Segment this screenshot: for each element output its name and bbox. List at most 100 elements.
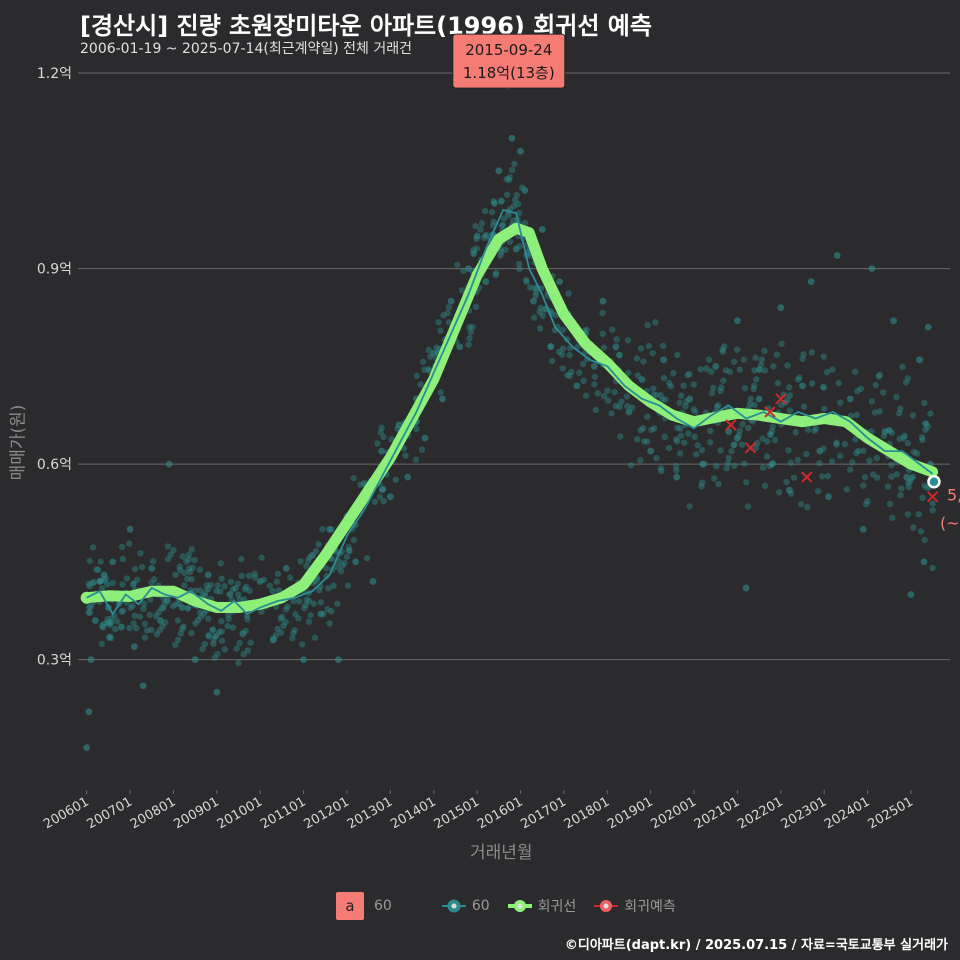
scatter-point bbox=[224, 622, 231, 630]
scatter-point bbox=[847, 412, 855, 419]
scatter-point bbox=[641, 438, 648, 445]
scatter-point bbox=[134, 576, 141, 584]
scatter-point bbox=[900, 435, 908, 442]
scatter-point bbox=[923, 420, 930, 427]
scatter-point bbox=[820, 384, 828, 391]
scatter-point bbox=[322, 565, 330, 572]
scatter-point bbox=[710, 384, 717, 392]
x-tick-label: 201601 bbox=[475, 794, 525, 832]
scatter-point bbox=[698, 483, 705, 490]
scatter-point bbox=[756, 366, 763, 373]
scatter-point bbox=[508, 166, 516, 174]
scatter-point bbox=[186, 568, 194, 576]
scatter-point bbox=[380, 433, 387, 441]
scatter-point bbox=[131, 612, 139, 619]
scatter-point bbox=[917, 528, 925, 535]
scatter-point bbox=[521, 219, 529, 227]
scatter-point bbox=[761, 482, 769, 490]
scatter-point bbox=[305, 618, 313, 625]
scatter-point bbox=[196, 587, 204, 594]
scatter-point bbox=[326, 620, 333, 627]
scatter-point bbox=[491, 199, 498, 207]
scatter-point bbox=[728, 447, 735, 455]
scatter-point bbox=[204, 571, 212, 579]
scatter-point bbox=[616, 351, 623, 359]
scatter-point bbox=[924, 423, 932, 430]
last-trade-point bbox=[927, 474, 941, 489]
scatter-point bbox=[876, 408, 884, 415]
scatter-point bbox=[651, 425, 658, 432]
scatter-point bbox=[766, 430, 774, 438]
scatter-point bbox=[179, 553, 186, 560]
scatter-point bbox=[234, 580, 242, 587]
scatter-point bbox=[200, 610, 207, 617]
scatter-point bbox=[785, 447, 792, 454]
scatter-point bbox=[470, 249, 477, 256]
scatter-point bbox=[852, 436, 859, 443]
scatter-point bbox=[251, 574, 259, 581]
scatter-point bbox=[130, 620, 137, 627]
scatter-point bbox=[677, 425, 684, 432]
scatter-point bbox=[404, 473, 412, 481]
scatter-point bbox=[536, 308, 543, 316]
scatter-point bbox=[112, 625, 119, 633]
scatter-point bbox=[218, 618, 225, 625]
scatter-point bbox=[505, 176, 513, 184]
scatter-point bbox=[125, 540, 133, 547]
scatter-point bbox=[256, 578, 264, 585]
scatter-point bbox=[334, 600, 341, 607]
scatter-point bbox=[722, 367, 730, 374]
scatter-point bbox=[647, 447, 655, 455]
scatter-point bbox=[713, 462, 720, 470]
scatter-point bbox=[812, 425, 820, 432]
scatter-point bbox=[552, 312, 560, 319]
footer-credit: ©디아파트(dapt.kr) / 2025.07.15 / 자료=국토교통부 실… bbox=[564, 938, 948, 953]
scatter-point bbox=[258, 554, 265, 561]
scatter-point bbox=[734, 317, 741, 325]
legend: a 60 60 회귀선 회귀예측 bbox=[336, 892, 676, 920]
scatter-point bbox=[141, 600, 148, 607]
scatter-point bbox=[604, 387, 611, 394]
scatter-point bbox=[143, 627, 151, 634]
scatter-point bbox=[137, 549, 144, 557]
scatter-point bbox=[210, 640, 217, 648]
scatter-point bbox=[703, 365, 710, 372]
scatter-point bbox=[768, 460, 776, 468]
scatter-point bbox=[444, 309, 451, 317]
y-axis-ticks: 0.3억 0.6억 0.9억 1.2억 bbox=[37, 66, 72, 669]
scatter-point bbox=[174, 636, 182, 644]
scatter-point bbox=[921, 536, 928, 544]
scatter-point bbox=[164, 543, 172, 550]
scatter-point bbox=[633, 436, 641, 443]
x-tick-label: 202301 bbox=[779, 794, 829, 832]
scatter-point bbox=[85, 603, 93, 611]
scatter-point bbox=[176, 563, 183, 570]
scatter-point bbox=[104, 581, 111, 588]
scatter-point bbox=[176, 566, 184, 574]
scatter-point bbox=[282, 606, 290, 613]
scatter-point bbox=[536, 325, 544, 332]
scatter-point bbox=[465, 341, 472, 348]
scatter-point bbox=[445, 319, 453, 326]
x-tick-label: 201201 bbox=[301, 794, 351, 832]
scatter-point bbox=[155, 608, 163, 616]
scatter-point bbox=[378, 447, 386, 455]
x-tick-label: 202201 bbox=[735, 794, 785, 832]
scatter-point bbox=[924, 323, 932, 331]
scatter-point bbox=[574, 343, 582, 350]
scatter-point bbox=[591, 373, 599, 381]
scatter-point bbox=[730, 358, 738, 365]
scatter-point bbox=[213, 587, 220, 595]
scatter-point bbox=[835, 379, 843, 387]
scatter-point bbox=[458, 287, 466, 294]
scatter-point bbox=[506, 238, 514, 246]
x-tick-label: 201701 bbox=[518, 794, 568, 832]
scatter-point bbox=[639, 425, 647, 432]
scatter-point bbox=[799, 355, 806, 363]
scatter-point bbox=[853, 411, 860, 419]
scatter-point bbox=[855, 447, 862, 455]
scatter-point bbox=[344, 582, 352, 589]
scatter-point bbox=[107, 634, 115, 642]
scatter-point bbox=[837, 399, 844, 406]
scatter-point bbox=[160, 595, 167, 603]
